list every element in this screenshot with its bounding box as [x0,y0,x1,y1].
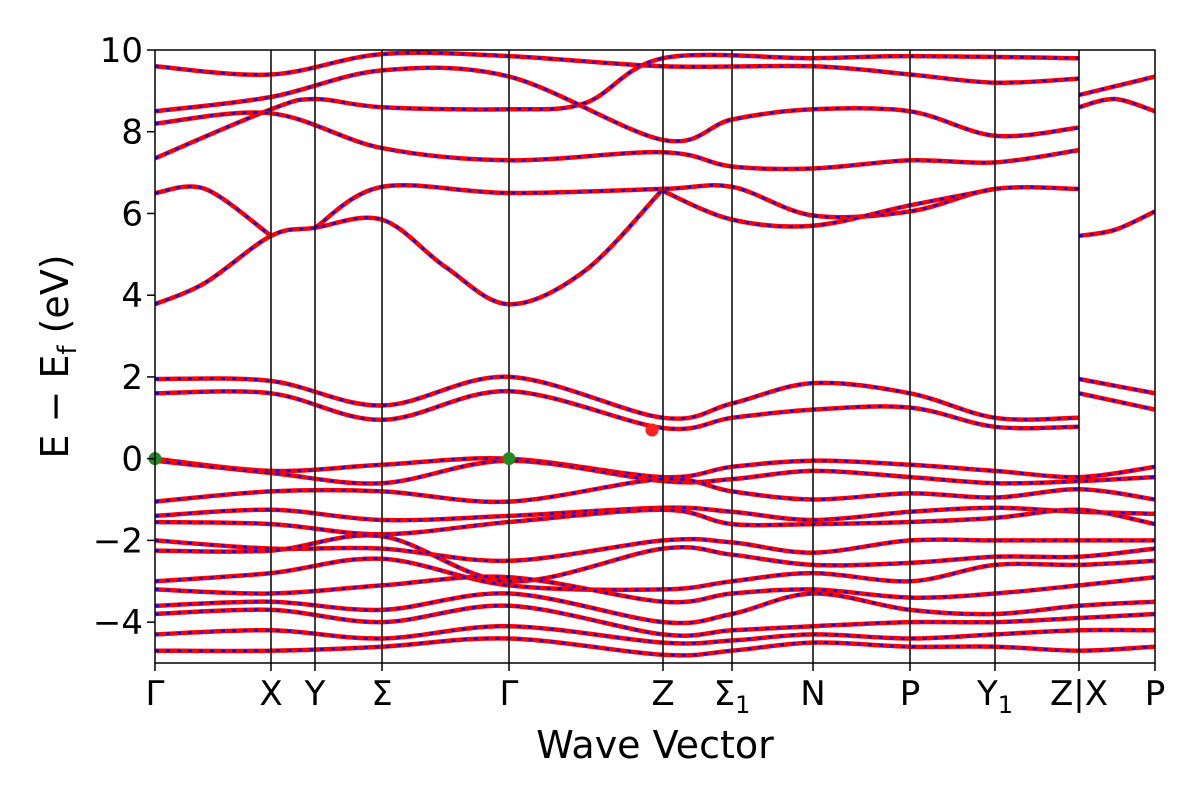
band-line-blue [155,624,1155,645]
x-tick-label: Y [304,674,326,714]
x-tick-label: X [259,674,282,714]
y-tick-label: 0 [121,440,143,480]
band-line-blue [155,185,272,237]
band-line-blue [155,477,1155,504]
x-tick-label: P [900,674,921,714]
band-lines [155,50,1155,658]
band-line-blue [155,508,1155,536]
y-axis-label: E − Ef (eV) [33,254,83,458]
band-line-red [155,65,1080,144]
high-symmetry-lines [270,50,1080,663]
band-line-red [1078,96,1155,114]
band-line-blue [314,183,1080,229]
x-tick-label: Y1 [976,674,1013,719]
x-tick-label: Σ1 [714,674,751,719]
band-line-red [155,388,1080,432]
x-tick-label: Γ [500,674,519,714]
band-line-red [155,591,1155,626]
y-tick-label: −2 [93,521,143,561]
band-line-blue [155,51,1080,85]
band-line-red [1078,391,1155,412]
band-line-blue [155,604,1155,637]
x-tick-label: P [1145,674,1166,714]
band-line-red [662,186,996,229]
y-tick-label: 6 [121,194,143,234]
band-line-blue [155,537,1155,563]
band-line-blue [155,111,1080,171]
conduction-band-min-marker [645,423,659,437]
band-line-blue [1078,210,1155,238]
band-line-blue [155,459,1155,485]
band-line-red [1078,74,1155,98]
band-line-red [155,556,1155,593]
y-axis-ticks: −4 −2 0 2 4 6 8 10 [93,31,155,643]
band-line-red [155,636,1155,658]
band-line-blue [155,592,1155,625]
band-line-blue [155,188,664,306]
band-line-blue [1078,97,1155,113]
x-tick-label: Z [651,674,674,714]
band-line-blue [155,534,1155,583]
band-line-blue [662,187,996,228]
band-line-blue [155,389,1080,431]
band-line-blue [155,557,1155,592]
band-line-blue [155,375,1080,421]
band-line-red [1078,209,1155,239]
y-tick-label: 8 [121,113,143,153]
band-line-blue [155,575,1155,604]
band-line-red [1078,376,1155,396]
y-tick-label: −4 [93,603,143,643]
y-tick-label: 4 [121,276,143,316]
x-tick-label: Σ [371,674,392,714]
x-tick-label: N [800,674,825,714]
band-edge-markers [148,423,659,466]
x-tick-label: Γ [146,674,165,714]
band-line-blue [155,457,1155,479]
band-line-red [155,456,1155,480]
band-line-blue [155,53,1080,160]
x-axis-ticks: Γ X Y Σ Γ Z Σ1 N P Y1 Z|X P [146,663,1166,719]
band-line-red [155,184,273,238]
y-tick-label: 2 [121,358,143,398]
valence-band-max-marker [502,452,516,466]
x-axis-label: Wave Vector [536,723,774,767]
band-line-red [155,505,1155,523]
plot-frame [154,49,1156,664]
x-tick-label: Z|X [1050,674,1108,714]
y-axis-label-text: E − Ef (eV) [33,254,83,458]
y-tick-label: 10 [100,31,143,71]
